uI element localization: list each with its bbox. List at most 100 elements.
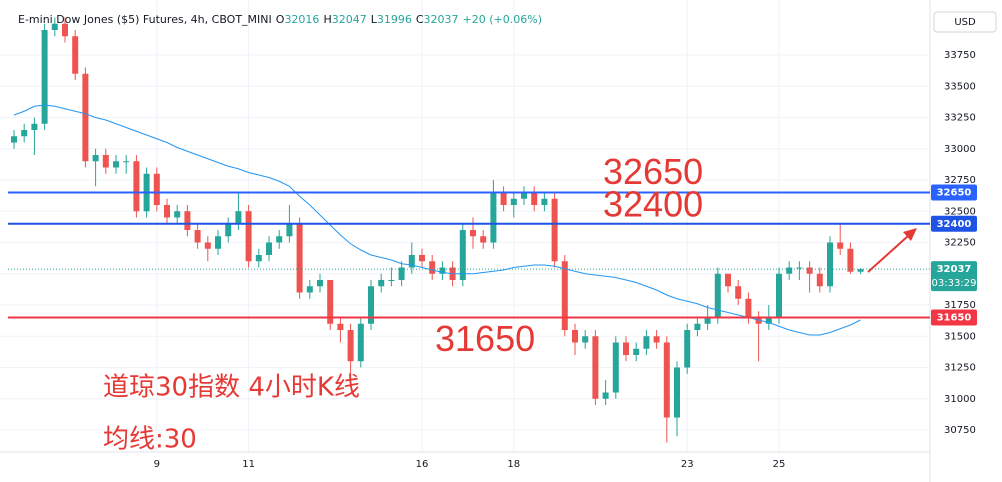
candle-body [643,336,650,349]
candle-body [357,323,364,362]
price-tag [931,184,977,201]
level-annotation: 32400 [603,183,703,224]
y-tick-label: 31000 [944,394,976,405]
candle-body [551,198,558,262]
candle-body [480,236,487,243]
price-tag-label: 32650 [937,188,972,199]
price-tag-label: 31650 [937,313,972,324]
y-tick-label: 33250 [944,113,976,124]
candle-body [429,261,436,274]
y-tick-label: 30750 [944,425,976,436]
candle-body [235,211,242,224]
candle-body [847,248,854,272]
candle-body [470,230,476,237]
annotation: 道琼30指数 4小时K线 [103,373,360,403]
candle-body [857,269,864,272]
candle-body [439,267,446,274]
title: E-mini Dow Jones ($5) Futures, 4h, CBOT_… [18,13,272,26]
x-tick-label: 23 [681,459,694,470]
candle-body [51,23,58,30]
ohlc-value: 32047 [332,13,367,26]
candle-body [133,161,140,212]
x-tick-label: 25 [773,459,786,470]
candle-body [368,286,374,324]
ohlc-label: H [323,13,331,26]
candle-body [31,123,38,130]
x-tick-label: 11 [242,459,255,470]
annotation: 均线:30 [103,425,197,455]
ohlc-value: 32016 [284,13,319,26]
candle-body [62,23,68,37]
candle-body [602,392,609,399]
candle-body [306,286,313,293]
ohlc-label: L [371,13,378,26]
candle-body [113,161,119,168]
candle-body [296,223,303,293]
y-tick-label: 31250 [944,363,976,374]
candle-body [408,255,415,268]
candle-body [153,173,160,205]
candle-body [806,267,813,274]
arrow-head [903,228,917,241]
candle-body [164,205,170,218]
candle-body [337,323,344,330]
x-tick-label: 18 [507,459,520,470]
current-price-tag [931,261,977,292]
candle-body [582,336,589,343]
candle-body [592,336,599,399]
candle-body [521,192,527,199]
candle-body [72,36,79,74]
candle-body [684,330,691,368]
candle-body [184,211,191,230]
candle-body [378,280,385,287]
candle-body [837,242,844,249]
candle-body [21,130,28,137]
candle-body [694,323,701,330]
candle-body [255,255,262,262]
candle-body [623,342,629,355]
candle-body [388,280,395,281]
candle-body [82,73,89,162]
level-annotation: 32650 [603,151,703,192]
ohlc-value: 31996 [377,13,412,26]
arrow [867,235,909,273]
candle-body [398,267,405,280]
candle-body [755,317,762,324]
y-tick-label: 31500 [944,331,976,342]
candle-body [827,242,833,287]
ohlc-label: O [276,13,285,26]
candle-body [102,155,109,168]
moving-average [13,104,861,336]
candle-body [561,261,568,330]
candle-body [510,198,517,205]
candle-body [459,230,466,280]
candle-body [41,30,48,124]
y-tick-label: 33000 [944,144,976,155]
candle-body [11,136,17,143]
currency-box[interactable] [933,11,997,33]
candle-body [266,242,272,255]
x-tick-label: 9 [154,459,160,470]
candle-body [500,192,507,205]
current-price: 32037 [937,264,972,275]
candle-body [653,336,660,343]
ohlc-value: 32037 [424,13,459,26]
candle-body [123,161,130,163]
y-tick-label: 31750 [944,300,976,311]
y-tick-label: 33750 [944,50,976,61]
ohlc-label: C [416,13,424,26]
y-tick-label: 32750 [944,175,976,186]
candle-body [92,155,99,162]
candle-body [541,198,548,205]
candle-body [327,280,334,324]
candle-body [317,280,323,287]
price-tag-label: 32400 [937,219,972,230]
candle-body [419,255,425,262]
candle-body [204,242,211,249]
level-annotation: 31650 [435,318,535,359]
candle-body [776,273,782,318]
candle-body [194,230,201,243]
candle-body [735,286,742,299]
